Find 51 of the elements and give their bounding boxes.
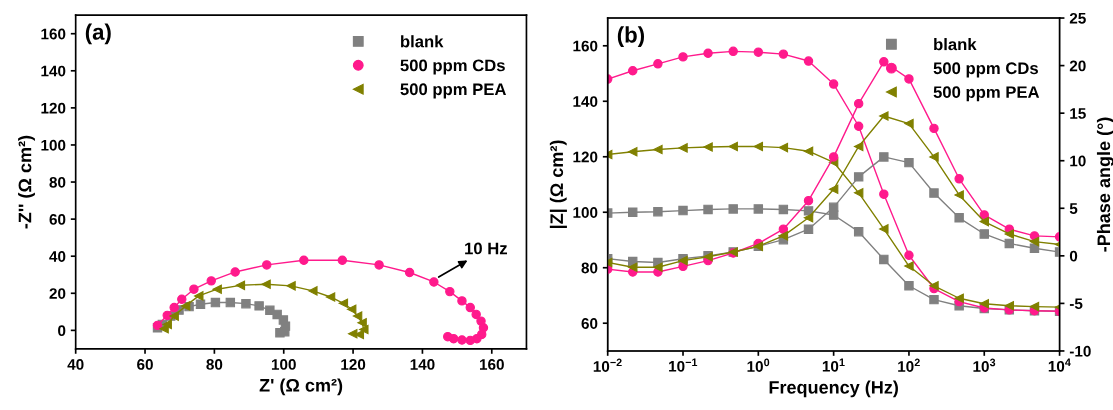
x-tick-label: 40 [67,359,84,370]
x-tick-label: 10$^{2}$ [898,358,920,372]
y-tick-label: 100 [41,139,66,151]
y-tick-label: 60 [581,318,598,329]
x-tick-label: 100 [271,359,296,370]
y2-tick-label: 5 [1069,203,1078,214]
y-tick-label: 160 [41,28,66,40]
x-tick-label: 10$^{3}$ [973,358,996,372]
y-tick-label: 120 [41,102,66,114]
legend-label: 500 ppm CDs [400,59,505,75]
x-tick-label: 10$^{−1}$ [669,358,698,372]
x-axis-title: Frequency (Hz) [769,380,898,398]
x-tick-label: 60 [137,359,153,370]
y2-tick-label: 20 [1069,60,1086,72]
y-tick-label: 0 [58,325,66,337]
y-tick-label: 100 [573,207,598,218]
x-tick-label: 10$^{1}$ [822,358,845,372]
y2-tick-label: 25 [1069,12,1086,24]
y2-axis-title: -Phase angle (°) [1096,117,1113,252]
legend-label: 500 ppm CDs [933,62,1038,78]
x-tick-label: 140 [410,359,435,370]
legend-label: 500 ppm PEA [400,83,507,99]
y-axis-title: |Z| (Ω cm²) [549,140,567,229]
y2-tick-label: -10 [1069,345,1091,357]
y-tick-label: 80 [49,176,66,188]
y2-tick-label: 15 [1070,108,1086,119]
legend-label: blank [401,35,444,48]
x-tick-label: 120 [341,359,366,370]
y-axis-title: -Z'' (Ω cm²) [18,135,35,229]
y-tick-label: 120 [573,151,598,163]
legend-label: blank [934,38,977,51]
x-tick-label: 10$^{0}$ [747,358,770,372]
y-tick-label: 40 [49,251,66,262]
legend-label: 500 ppm PEA [933,86,1040,102]
y-tick-label: 140 [573,96,598,107]
x-tick-label: 10$^{−2}$ [593,358,622,372]
y-tick-label: 20 [49,288,66,299]
chart-title: (b) [617,26,645,48]
y-tick-label: 60 [49,213,66,225]
y-tick-label: 80 [581,262,598,274]
y2-tick-label: 10 [1070,155,1086,167]
y2-tick-label: 0 [1069,250,1078,262]
y-tick-label: 160 [573,40,598,52]
x-tick-label: 160 [479,359,504,370]
y-tick-label: 140 [41,65,66,77]
chart-title: (a) [85,23,111,45]
annotation: 10 Hz [465,242,508,255]
x-axis-title: Z' (Ω cm²) [259,378,343,396]
y2-tick-label: -5 [1069,298,1083,310]
x-tick-label: 10$^{4}$ [1048,358,1071,372]
x-tick-label: 80 [206,359,223,370]
